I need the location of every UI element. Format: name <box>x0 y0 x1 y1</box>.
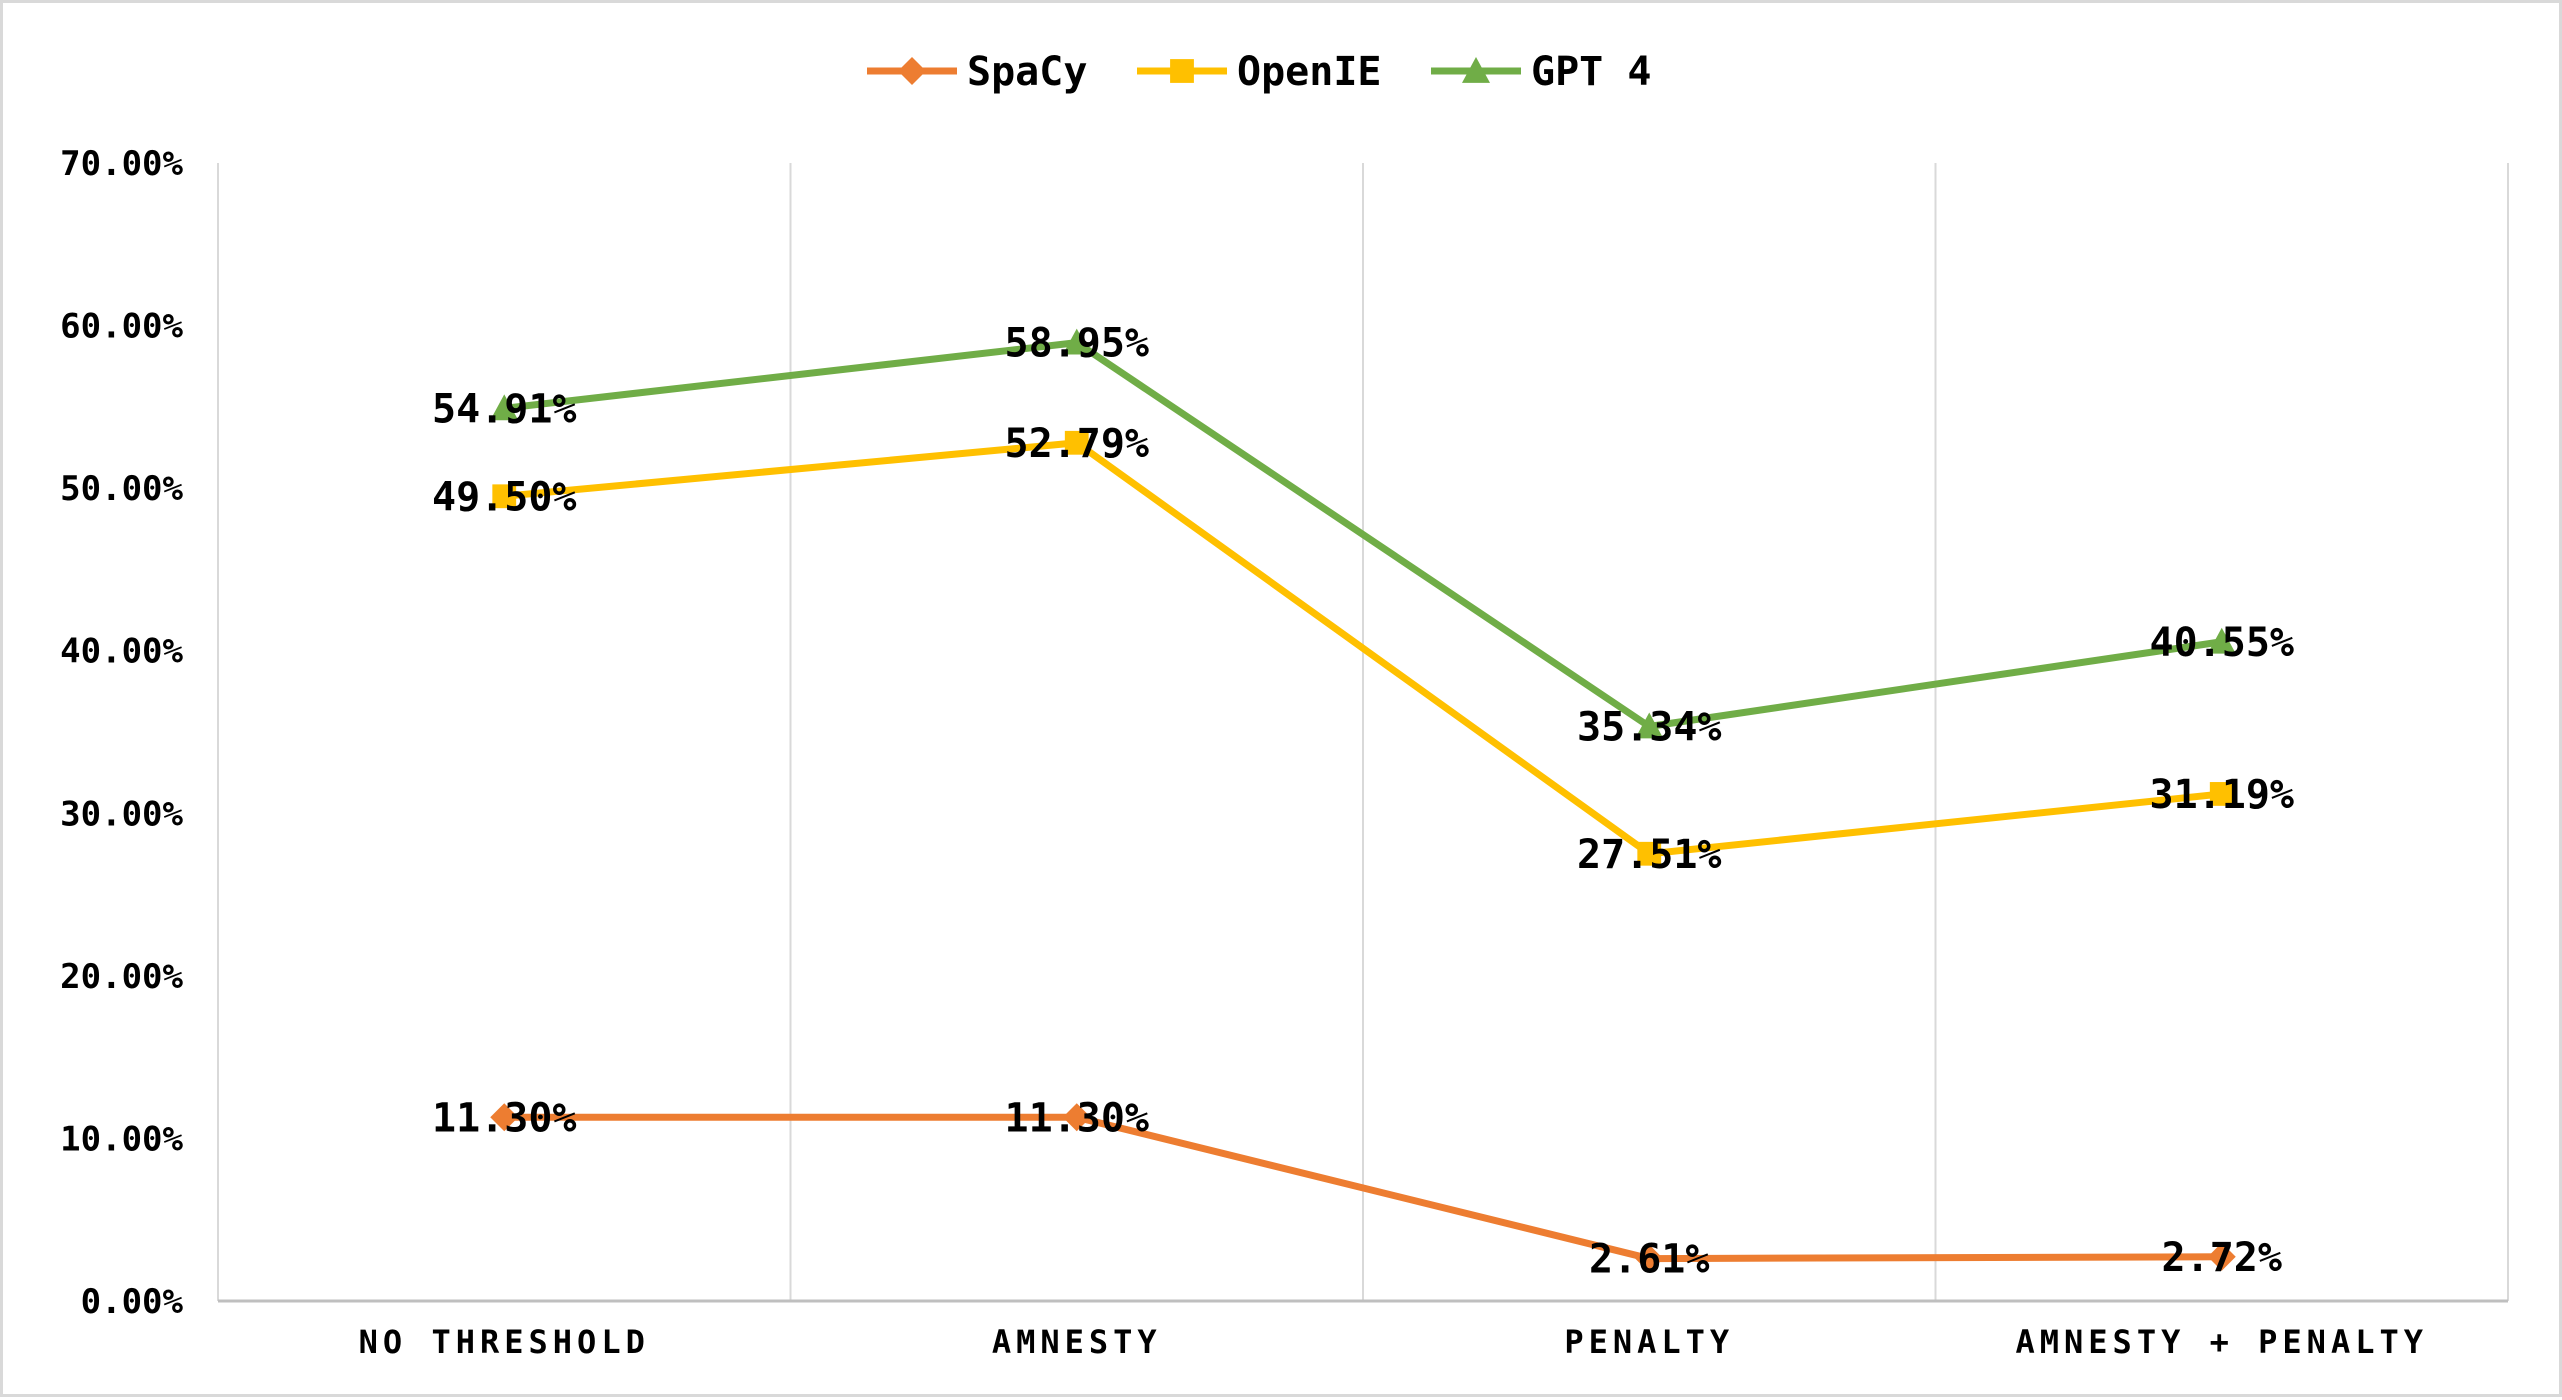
series-marker-diamond <box>1062 1103 1091 1132</box>
y-tick-label: 0.00% <box>81 1282 184 1322</box>
series-marker-square <box>1637 841 1662 866</box>
series-marker-square <box>2209 782 2234 806</box>
y-tick-label: 40.00% <box>60 632 183 672</box>
series <box>490 328 2236 1273</box>
series-marker-diamond <box>2207 1242 2236 1271</box>
y-tick-label: 60.00% <box>60 307 183 347</box>
data-label: 11.30% <box>1005 1095 1150 1141</box>
series-marker-triangle <box>1062 328 1091 355</box>
x-category-label: PENALTY <box>1564 1323 1734 1361</box>
y-tick-label: 70.00% <box>60 144 183 184</box>
series-marker-square <box>1170 59 1194 83</box>
legend-label: SpaCy <box>967 49 1087 95</box>
data-label: 54.91% <box>432 386 577 432</box>
data-label: 2.72% <box>2162 1235 2282 1281</box>
axes: 0.00% 10.00% 20.00% 30.00% 40.00% 50.00% 60.00… <box>60 144 2508 1361</box>
data-label: 49.50% <box>432 474 577 520</box>
x-category-label: NO THRESHOLD <box>359 1323 650 1361</box>
legend: SpaCy OpenIE GPT 4 <box>867 49 1651 95</box>
data-label: 40.55% <box>2150 620 2295 666</box>
legend-label: GPT 4 <box>1531 49 1651 95</box>
series-marker-triangle <box>490 394 519 421</box>
series-marker-triangle <box>1635 712 1664 739</box>
series-marker-diamond <box>898 57 926 85</box>
series-marker-diamond <box>490 1103 519 1132</box>
series-marker-triangle <box>2207 627 2236 654</box>
data-label: 31.19% <box>2150 772 2295 818</box>
legend-item: GPT 4 <box>1431 49 1651 95</box>
legend-item: SpaCy <box>867 49 1087 95</box>
y-tick-label: 50.00% <box>60 469 183 509</box>
series-gpt-4 <box>490 328 2236 739</box>
y-tick-label: 10.00% <box>60 1119 183 1159</box>
x-category-label: AMNESTY <box>992 1323 1162 1361</box>
chart-canvas: 0.00% 10.00% 20.00% 30.00% 40.00% 50.00% 60.00… <box>60 49 2509 1361</box>
series-marker-square <box>492 484 517 509</box>
series-marker-square <box>1064 430 1089 455</box>
x-category-label: AMNESTY + PENALTY <box>2015 1323 2428 1361</box>
series-marker-triangle <box>1462 57 1490 83</box>
data-label: 2.61% <box>1589 1237 1709 1283</box>
series-line <box>500 339 2226 730</box>
data-label: 52.79% <box>1005 421 1150 467</box>
series-line <box>500 439 2226 858</box>
y-tick-label: 30.00% <box>60 794 183 834</box>
data-label: 58.95% <box>1005 321 1150 367</box>
data-label: 35.34% <box>1577 704 1722 750</box>
data-label: 27.51% <box>1577 832 1722 878</box>
legend-item: OpenIE <box>1137 49 1382 95</box>
legend-label: OpenIE <box>1237 49 1382 95</box>
y-tick-label: 20.00% <box>60 957 183 997</box>
series-spacy <box>490 1103 2236 1273</box>
data-labels: 11.30% 11.30% 2.61% 2.72% 49.50% 52.79% 27.51%… <box>432 321 2294 1283</box>
gridlines <box>217 163 2509 1301</box>
data-label: 11.30% <box>432 1095 577 1141</box>
series-openie <box>492 430 2234 866</box>
series-marker-diamond <box>1635 1244 1664 1273</box>
series-line <box>500 1113 2226 1263</box>
